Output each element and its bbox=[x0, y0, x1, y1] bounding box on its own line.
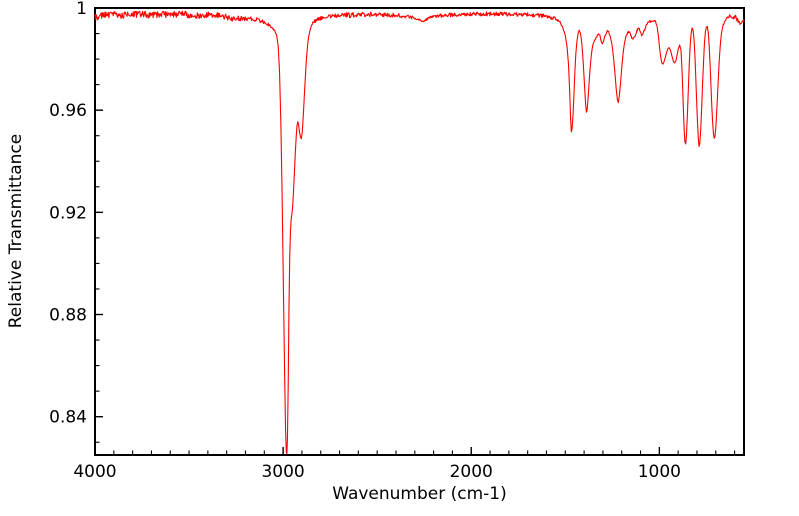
x-tick-label: 2000 bbox=[450, 462, 493, 482]
x-tick-label: 4000 bbox=[73, 462, 116, 482]
y-tick-label: 0.92 bbox=[49, 203, 87, 223]
y-axis-title: Relative Transmittance bbox=[6, 133, 26, 329]
x-axis-title: Wavenumber (cm-1) bbox=[332, 484, 507, 504]
x-tick-label: 1000 bbox=[638, 462, 681, 482]
y-tick-label: 1 bbox=[76, 0, 87, 19]
y-tick-label: 0.88 bbox=[49, 306, 87, 326]
y-tick-label: 0.84 bbox=[49, 408, 87, 428]
spectrum-line bbox=[94, 10, 745, 455]
plot-frame bbox=[94, 7, 745, 456]
x-tick-label: 3000 bbox=[261, 462, 304, 482]
y-tick-label: 0.96 bbox=[49, 101, 87, 121]
